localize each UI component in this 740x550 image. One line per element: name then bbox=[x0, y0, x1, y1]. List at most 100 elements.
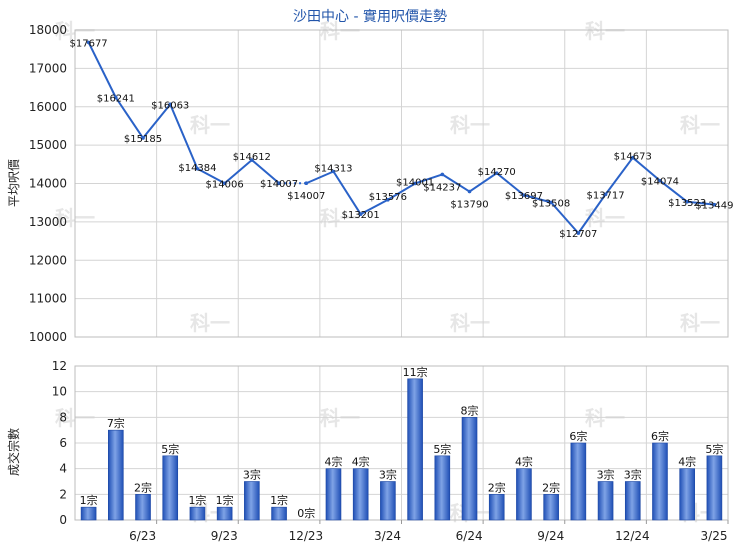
price-point bbox=[304, 181, 309, 186]
volume-bar bbox=[624, 481, 641, 521]
volume-bar bbox=[80, 506, 97, 521]
price-line-segment bbox=[169, 103, 199, 170]
volume-bar bbox=[380, 481, 396, 521]
volume-data-label: 1宗 bbox=[80, 493, 98, 507]
price-line-segment bbox=[305, 170, 334, 185]
price-point bbox=[331, 169, 336, 174]
price-point bbox=[440, 172, 445, 177]
volume-bar bbox=[597, 481, 614, 521]
price-line-segment bbox=[360, 198, 389, 216]
volume-bar bbox=[679, 468, 695, 521]
price-point bbox=[114, 95, 118, 100]
volume-data-label: 1宗 bbox=[270, 493, 288, 507]
price-tick-label: 15000 bbox=[29, 138, 67, 152]
price-axis-label: 平均呎價 bbox=[7, 159, 21, 207]
price-data-label: $13697 bbox=[505, 191, 543, 202]
volume-data-label: 5宗 bbox=[161, 442, 179, 456]
price-data-label: $17677 bbox=[70, 38, 108, 49]
price-line-segment bbox=[632, 156, 661, 182]
price-point bbox=[358, 212, 363, 216]
price-point bbox=[712, 202, 717, 207]
price-point bbox=[222, 181, 227, 186]
price-point bbox=[195, 166, 200, 171]
volume-data-label: 1宗 bbox=[188, 493, 206, 507]
volume-bar bbox=[216, 506, 233, 521]
price-point bbox=[522, 193, 526, 197]
price-point bbox=[386, 197, 390, 202]
price-line-segment bbox=[659, 179, 688, 203]
price-point bbox=[141, 136, 145, 140]
price-data-label: $13523 bbox=[668, 198, 706, 209]
price-tick-label: 14000 bbox=[29, 177, 67, 191]
price-data-label: $14270 bbox=[478, 167, 516, 178]
price-line-segment bbox=[441, 173, 471, 193]
watermark-text: 科一 bbox=[585, 19, 625, 43]
price-line-segment bbox=[468, 172, 498, 193]
price-data-label: $14384 bbox=[178, 163, 216, 174]
price-data-label: $13790 bbox=[450, 200, 488, 211]
price-data-label: $14006 bbox=[206, 179, 244, 190]
volume-data-label: 4宗 bbox=[515, 455, 533, 469]
volume-data-label: 2宗 bbox=[542, 480, 560, 494]
volume-bar bbox=[570, 442, 587, 521]
volume-data-label: 3宗 bbox=[597, 468, 615, 482]
price-point bbox=[413, 181, 417, 186]
price-tick-label: 10000 bbox=[29, 330, 67, 344]
watermark-text: 科一 bbox=[190, 311, 230, 335]
price-panel: 10000 11000 12000 13000 14000 15000 16000 17000… bbox=[29, 23, 734, 344]
price-data-label: $14007 bbox=[260, 179, 298, 190]
watermark-text: 科一 bbox=[320, 406, 360, 430]
price-point bbox=[168, 102, 173, 107]
price-data-label: $16241 bbox=[97, 94, 135, 105]
volume-data-label: 5宗 bbox=[433, 442, 451, 456]
price-point bbox=[277, 181, 281, 186]
price-line-segment bbox=[223, 159, 253, 185]
chart-title: 沙田中心 - 實用呎價走勢 bbox=[293, 8, 447, 25]
watermark-text: 科一 bbox=[450, 311, 490, 335]
price-point bbox=[494, 171, 499, 175]
price-line-segment bbox=[687, 200, 715, 206]
x-tick-label: 3/24 bbox=[374, 529, 401, 543]
price-point bbox=[549, 200, 553, 205]
volume-bar bbox=[108, 429, 124, 521]
price-data-label: $16063 bbox=[151, 100, 189, 111]
volume-data-label: 5宗 bbox=[705, 442, 723, 456]
watermark-text: 科一 bbox=[320, 19, 360, 43]
price-line-segment bbox=[196, 167, 226, 185]
price-data-label: $14001 bbox=[396, 177, 434, 188]
price-data-label: $14313 bbox=[314, 163, 352, 174]
price-point bbox=[576, 231, 581, 235]
price-data-label: $13201 bbox=[342, 210, 380, 221]
volume-tick-label: 0 bbox=[59, 513, 67, 527]
volume-bar bbox=[488, 494, 505, 521]
volume-data-label: 3宗 bbox=[379, 468, 397, 482]
price-tick-label: 13000 bbox=[29, 215, 67, 229]
volume-data-label: 8宗 bbox=[461, 403, 479, 417]
x-tick-label: 9/23 bbox=[211, 529, 238, 543]
price-line-segment bbox=[87, 41, 117, 98]
price-data-label: $14237 bbox=[423, 182, 461, 193]
volume-bar bbox=[189, 506, 206, 521]
price-line-segment bbox=[550, 201, 580, 234]
volume-data-label: 2宗 bbox=[488, 480, 506, 494]
volume-tick-label: 8 bbox=[59, 410, 67, 424]
watermark-layer: 科一科一科一科一科一科一科一科一科一科一科一科一科一科一科一科一科一科一 bbox=[55, 19, 720, 525]
watermark-text: 科一 bbox=[680, 113, 720, 137]
volume-data-label: 3宗 bbox=[624, 468, 642, 482]
x-tick-label: 12/24 bbox=[615, 529, 650, 543]
volume-tick-label: 10 bbox=[52, 385, 67, 399]
volume-data-label: 1宗 bbox=[216, 493, 234, 507]
volume-data-label: 2宗 bbox=[134, 480, 152, 494]
price-data-label: $13449 bbox=[695, 201, 733, 212]
price-data-label: $12707 bbox=[559, 229, 597, 240]
price-data-label: $13717 bbox=[586, 190, 624, 201]
x-tick-label: 3/25 bbox=[701, 529, 728, 543]
x-tick-label: 6/24 bbox=[456, 529, 483, 543]
price-point bbox=[658, 178, 662, 183]
x-tick-label: 12/23 bbox=[289, 529, 324, 543]
volume-data-label: 3宗 bbox=[243, 468, 261, 482]
price-tick-label: 12000 bbox=[29, 253, 67, 267]
watermark-text: 科一 bbox=[190, 113, 230, 137]
